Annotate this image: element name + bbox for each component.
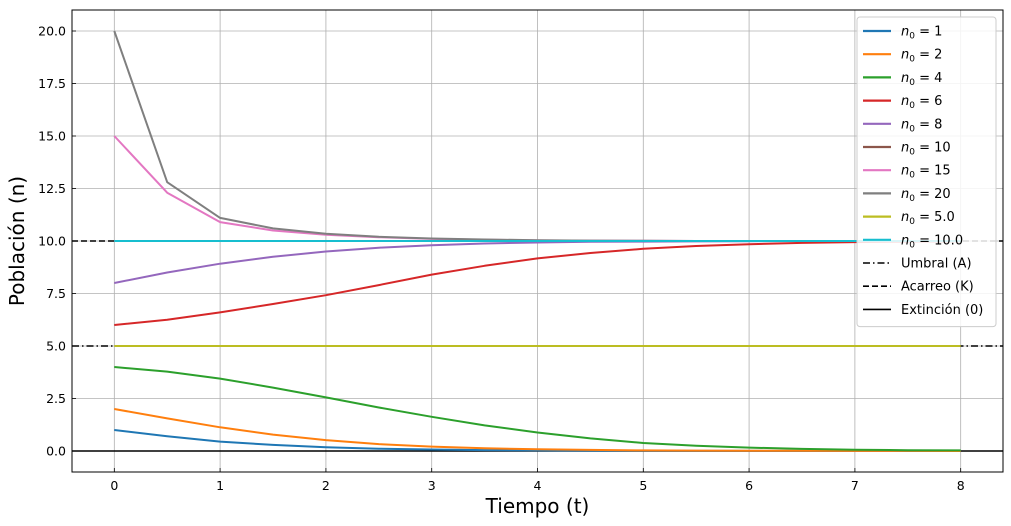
x-tick-label: 6 [745, 478, 753, 493]
y-tick-label: 0.0 [46, 444, 66, 459]
x-tick-label: 4 [534, 478, 542, 493]
legend-label-0: n0 = 1 [901, 25, 942, 42]
y-tick-label: 2.5 [46, 391, 66, 406]
legend-box [856, 16, 997, 328]
series-line-3 [114, 240, 961, 326]
x-tick-label: 3 [428, 478, 436, 493]
x-tick-label: 1 [216, 478, 224, 493]
legend-label-9: n0 = 10.0 [901, 233, 963, 250]
y-tick-label: 17.5 [38, 76, 66, 91]
x-tick-label: 5 [639, 478, 647, 493]
legend-label-ref-2: Extinción (0) [901, 303, 983, 318]
y-tick-label: 20.0 [38, 24, 66, 39]
legend-label-7: n0 = 20 [901, 187, 951, 204]
y-axis-label: Población (n) [5, 176, 29, 306]
legend-label-4: n0 = 8 [901, 117, 942, 134]
y-tick-label: 15.0 [38, 129, 66, 144]
x-axis-label: Tiempo (t) [485, 494, 590, 518]
legend-label-2: n0 = 4 [901, 71, 942, 88]
legend-label-ref-0: Umbral (A) [901, 257, 972, 272]
x-tick-label: 2 [322, 478, 330, 493]
y-tick-label: 10.0 [38, 234, 66, 249]
legend-label-6: n0 = 15 [901, 164, 951, 181]
legend-label-5: n0 = 10 [901, 141, 951, 158]
series-line-1 [114, 408, 961, 452]
x-tick-label: 7 [851, 478, 859, 493]
series-line-2 [114, 366, 961, 452]
y-tick-label: 12.5 [38, 181, 66, 196]
legend-label-1: n0 = 2 [901, 48, 942, 65]
legend-label-8: n0 = 5.0 [901, 210, 955, 227]
y-tick-label: 5.0 [46, 339, 66, 354]
legend-label-3: n0 = 6 [901, 94, 942, 111]
y-tick-label: 7.5 [46, 286, 66, 301]
x-tick-label: 0 [110, 478, 118, 493]
x-tick-label: 8 [957, 478, 965, 493]
legend-label-ref-1: Acarreo (K) [901, 280, 974, 295]
